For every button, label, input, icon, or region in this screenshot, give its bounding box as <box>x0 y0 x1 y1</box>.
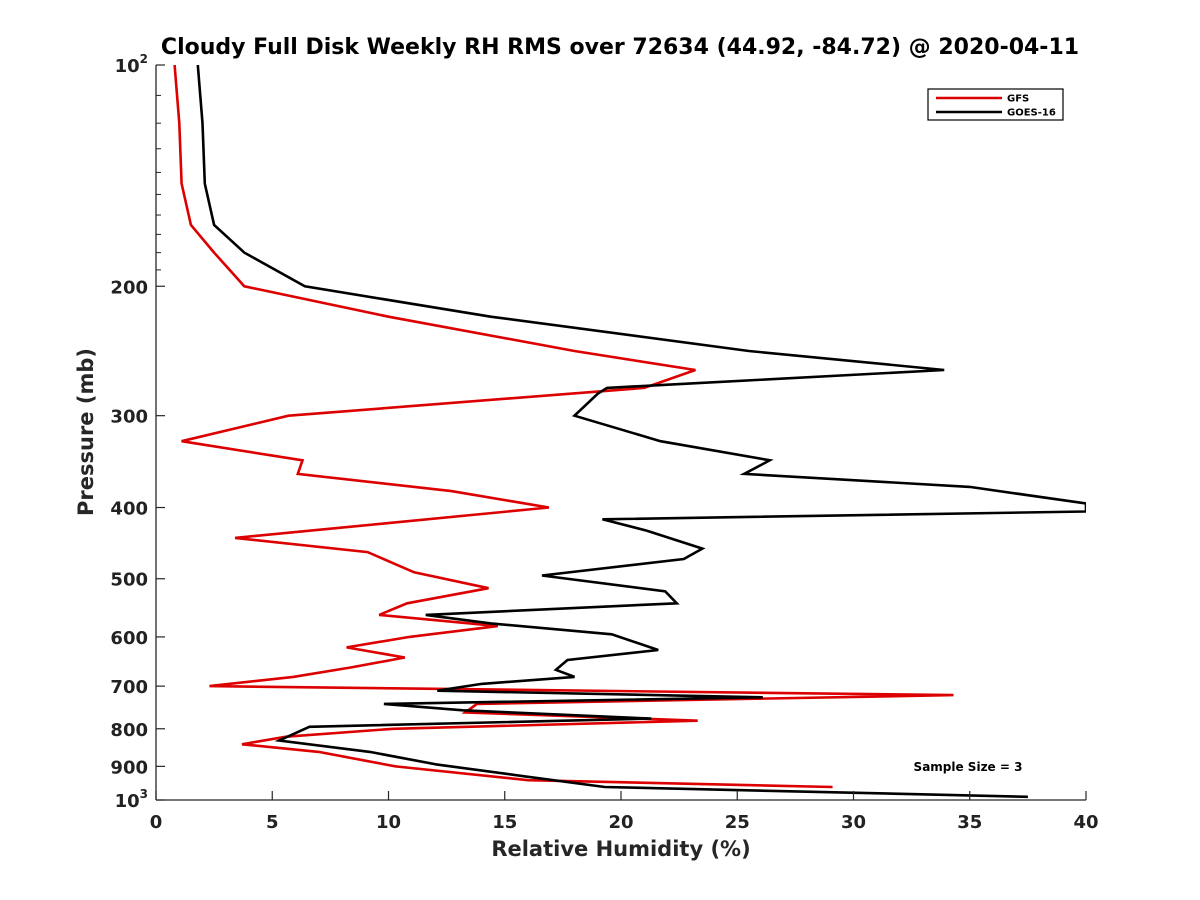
y-axis-ticks: 102 200 300 400 500 600 700 800 900 103 <box>110 52 165 812</box>
y-tick-label: 800 <box>110 720 148 741</box>
x-tick-label: 25 <box>725 812 750 833</box>
y-tick-label: 600 <box>110 628 148 649</box>
y-tick-label: 300 <box>110 407 148 428</box>
x-tick-label: 40 <box>1073 812 1098 833</box>
y-tick-label: 900 <box>110 757 148 778</box>
y-tick-label: 400 <box>110 499 148 520</box>
series-line-gfs <box>173 65 954 789</box>
x-axis-label: Relative Humidity (%) <box>491 837 750 861</box>
legend-entry-label: GOES-16 <box>1007 108 1056 119</box>
plot-background <box>156 65 1086 800</box>
series-layer <box>173 65 1086 799</box>
x-tick-label: 15 <box>492 812 517 833</box>
y-tick-label: 102 <box>115 52 148 77</box>
x-tick-label: 35 <box>957 812 982 833</box>
plot-area <box>156 65 1086 800</box>
x-axis-ticks: 0 5 10 15 20 25 30 35 40 <box>150 791 1099 833</box>
series-line-goes-16 <box>196 65 1086 799</box>
x-tick-label: 20 <box>608 812 633 833</box>
legend-entry-label: GFS <box>1007 94 1029 105</box>
sample-size-annotation: Sample Size = 3 <box>914 760 1023 774</box>
y-axis-label: Pressure (mb) <box>74 348 98 516</box>
legend: GFS GOES-16 <box>927 88 1064 121</box>
y-tick-label: 200 <box>110 277 148 298</box>
x-tick-label: 0 <box>150 812 163 833</box>
x-tick-label: 10 <box>376 812 401 833</box>
y-tick-label: 700 <box>110 677 148 698</box>
x-tick-label: 5 <box>266 812 279 833</box>
y-tick-label: 500 <box>110 570 148 591</box>
chart-title: Cloudy Full Disk Weekly RH RMS over 7263… <box>161 35 1079 60</box>
legend-box <box>927 88 1064 121</box>
x-tick-label: 30 <box>841 812 866 833</box>
y-tick-label: 103 <box>115 787 148 812</box>
